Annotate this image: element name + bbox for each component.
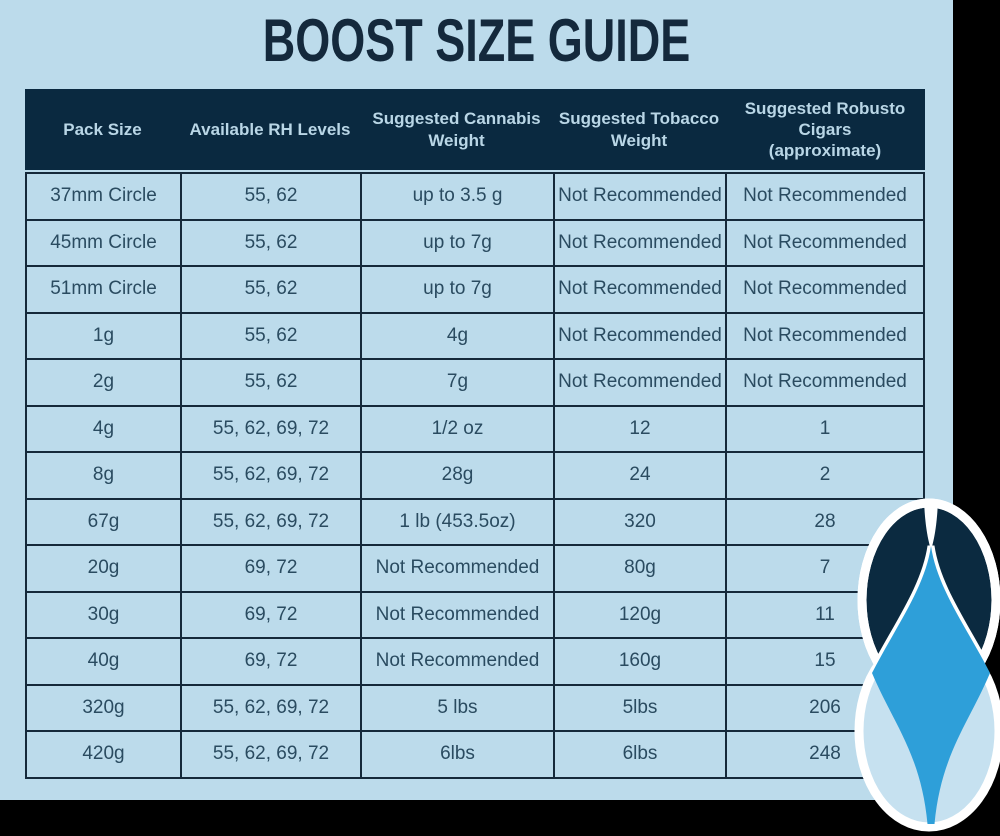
table-cell: 5lbs: [553, 683, 725, 730]
table-cell: Not Recommended: [553, 172, 725, 219]
table-cell: 55, 62: [180, 265, 360, 312]
table-cell: 120g: [553, 590, 725, 637]
logo-wick: [924, 503, 938, 550]
table-row: 37mm Circle 55, 62 up to 3.5 g Not Recommen…: [25, 172, 923, 219]
table-cell: Not Recommended: [553, 358, 725, 405]
table-cell: 320g: [25, 683, 180, 730]
boost-drop-leaf-logo: [854, 498, 1000, 832]
table-row: 30g 69, 72 Not Recommended 120g 11: [25, 590, 923, 637]
column-header: Available RH Levels: [189, 119, 351, 139]
table-cell: Not Recommended: [725, 218, 923, 265]
table-header-row: Pack Size Available RH Levels Suggested Ca…: [25, 89, 925, 170]
table-cell: 55, 62: [180, 218, 360, 265]
table-cell: 30g: [25, 590, 180, 637]
table-cell: 5 lbs: [360, 683, 553, 730]
table-cell: Not Recommended: [725, 172, 923, 219]
page-title: BOOST SIZE GUIDE: [262, 7, 691, 74]
table-cell: up to 7g: [360, 265, 553, 312]
table-cell: 2: [725, 451, 923, 498]
table-cell: 55, 62: [180, 358, 360, 405]
table-cell: 7g: [360, 358, 553, 405]
table-row: 2g 55, 62 7g Not Recommended Not Recommended: [25, 358, 923, 405]
table-row: 67g 55, 62, 69, 72 1 lb (453.5oz) 320 28: [25, 497, 923, 544]
table-cell: Not Recommended: [725, 311, 923, 358]
table-row: 40g 69, 72 Not Recommended 160g 15: [25, 637, 923, 684]
table-cell: 2g: [25, 358, 180, 405]
table-cell: 15: [725, 637, 923, 684]
column-header: Suggested Cannabis Weight: [372, 109, 541, 150]
table-cell: 1 lb (453.5oz): [360, 497, 553, 544]
card-background: BOOST SIZE GUIDE Pack Size Available RH L…: [0, 0, 953, 800]
table-cell: 160g: [553, 637, 725, 684]
table-cell: 69, 72: [180, 637, 360, 684]
table-row: 420g 55, 62, 69, 72 6lbs 6lbs 248: [25, 730, 923, 777]
table-cell: Not Recommended: [553, 265, 725, 312]
table-cell: 206: [725, 683, 923, 730]
table-cell: 1g: [25, 311, 180, 358]
table-cell: 248: [725, 730, 923, 777]
table-cell: 55, 62, 69, 72: [180, 497, 360, 544]
table-cell: Not Recommended: [725, 358, 923, 405]
column-header: Suggested Tobacco Weight: [558, 109, 720, 150]
table-cell: 67g: [25, 497, 180, 544]
table-cell: 55, 62, 69, 72: [180, 451, 360, 498]
table-cell: 1/2 oz: [360, 404, 553, 451]
table-cell: 55, 62, 69, 72: [180, 404, 360, 451]
table-cell: 4g: [25, 404, 180, 451]
table-cell: 1: [725, 404, 923, 451]
table-cell: 55, 62: [180, 311, 360, 358]
table-cell: Not Recommended: [725, 265, 923, 312]
table-cell: Not Recommended: [360, 544, 553, 591]
table-cell: 12: [553, 404, 725, 451]
table-cell: 28g: [360, 451, 553, 498]
column-header: Suggested Robusto Cigars (approximate): [744, 98, 906, 161]
table-cell: up to 3.5 g: [360, 172, 553, 219]
table-cell: 37mm Circle: [25, 172, 180, 219]
table-cell: 45mm Circle: [25, 218, 180, 265]
table-row: 320g 55, 62, 69, 72 5 lbs 5lbs 206: [25, 683, 923, 730]
table-cell: Not Recommended: [360, 590, 553, 637]
table-cell: 69, 72: [180, 590, 360, 637]
table-cell: 11: [725, 590, 923, 637]
table-row: 51mm Circle 55, 62 up to 7g Not Recommended…: [25, 265, 923, 312]
table-cell: 4g: [360, 311, 553, 358]
table-cell: 80g: [553, 544, 725, 591]
table-cell: 7: [725, 544, 923, 591]
table-cell: 6lbs: [553, 730, 725, 777]
table-cell: 6lbs: [360, 730, 553, 777]
table-cell: 51mm Circle: [25, 265, 180, 312]
table-row: 4g 55, 62, 69, 72 1/2 oz 12 1: [25, 404, 923, 451]
table-cell: 8g: [25, 451, 180, 498]
table-row: 8g 55, 62, 69, 72 28g 24 2: [25, 451, 923, 498]
table-cell: 24: [553, 451, 725, 498]
table-cell: Not Recommended: [553, 218, 725, 265]
table-row: 45mm Circle 55, 62 up to 7g Not Recommended…: [25, 218, 923, 265]
table-cell: 320: [553, 497, 725, 544]
table-cell: 55, 62, 69, 72: [180, 730, 360, 777]
table-cell: up to 7g: [360, 218, 553, 265]
logo-flame: [872, 546, 990, 824]
table-cell: 55, 62: [180, 172, 360, 219]
table-cell: 40g: [25, 637, 180, 684]
table-row: 20g 69, 72 Not Recommended 80g 7: [25, 544, 923, 591]
table-cell: 28: [725, 497, 923, 544]
table-cell: Not Recommended: [360, 637, 553, 684]
table-cell: Not Recommended: [553, 311, 725, 358]
table-cell: 69, 72: [180, 544, 360, 591]
table-cell: 420g: [25, 730, 180, 777]
table-cell: 55, 62, 69, 72: [180, 683, 360, 730]
table-body: 37mm Circle 55, 62 up to 3.5 g Not Recommen…: [25, 172, 925, 779]
size-guide-table: Pack Size Available RH Levels Suggested Ca…: [25, 89, 925, 779]
column-header: Pack Size: [63, 119, 142, 139]
table-row: 1g 55, 62 4g Not Recommended Not Recommended: [25, 311, 923, 358]
table-cell: 20g: [25, 544, 180, 591]
